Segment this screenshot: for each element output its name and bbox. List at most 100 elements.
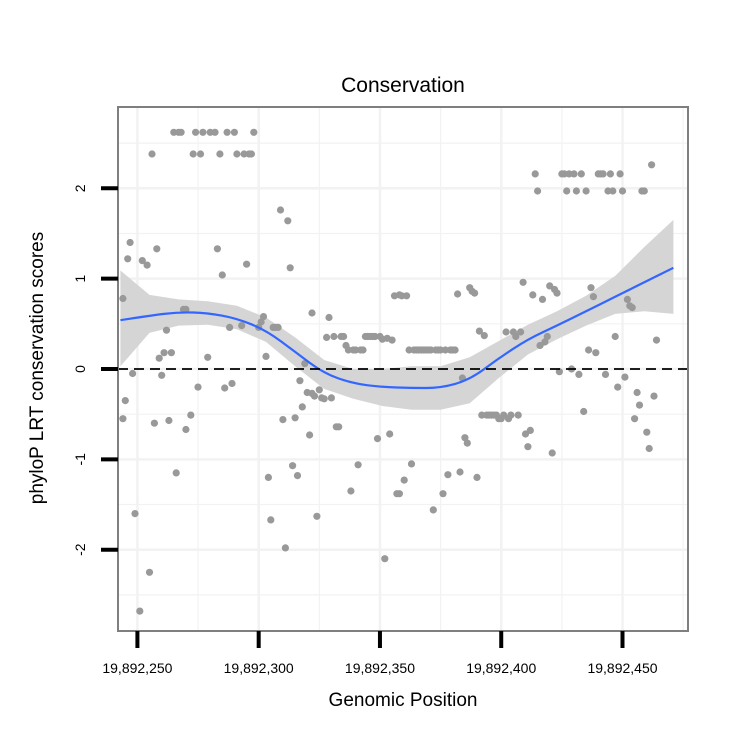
data-point [407,460,416,468]
data-point [310,392,319,400]
data-point [291,414,299,422]
data-point [621,373,629,381]
data-point [226,323,234,331]
data-point [611,332,619,341]
data-point [189,150,197,158]
data-point [502,328,510,336]
data-point [517,328,525,336]
data-point [570,170,578,178]
data-point [284,217,292,225]
y-tick-label: 2 [72,184,88,192]
data-point [400,476,408,484]
data-point [373,435,382,443]
data-point [538,295,547,303]
data-point [325,313,333,322]
smooth-fit-line [120,266,674,390]
data-point [238,322,246,330]
data-point [354,461,362,469]
data-point [609,187,617,195]
data-point [119,294,127,303]
data-point [473,473,481,481]
data-point [150,419,158,427]
data-point [543,332,551,341]
data-point [315,386,323,394]
data-point [199,128,207,136]
data-point [296,377,304,385]
data-point [243,260,251,268]
data-point [228,379,236,388]
x-tick-label: 19,892,450 [587,660,657,676]
data-point [129,369,137,378]
x-tick-label: 19,892,300 [224,660,294,676]
data-point [211,128,219,136]
data-point [131,509,139,518]
data-point [480,332,488,340]
data-point [262,352,270,360]
data-point [463,439,471,447]
data-point [247,150,255,158]
data-point [233,150,241,158]
data-point [281,544,289,552]
data-point [553,289,561,297]
data-point [192,128,200,136]
y-tick-label: 0 [72,365,88,373]
data-point [218,271,226,279]
y-tick-label: -2 [72,543,88,556]
data-point [177,128,185,136]
data-point [403,292,411,300]
data-point [444,471,452,479]
data-point [381,555,389,563]
data-point [623,295,632,303]
data-point [136,607,144,615]
data-point [359,346,367,354]
data-point [264,473,272,481]
data-point [640,187,648,195]
data-point [293,472,302,480]
data-point [286,264,294,272]
data-point [145,568,154,576]
x-tick-label: 19,892,400 [466,660,536,676]
data-point [162,326,171,334]
data-point [643,428,651,436]
smooth-line-layer [120,266,674,390]
data-point [524,443,532,451]
data-point [182,305,190,313]
data-point [633,388,641,397]
data-point [555,368,564,376]
data-point [519,278,527,286]
data-point [529,291,537,299]
data-point [187,411,195,419]
data-point [618,187,627,195]
data-point [534,187,542,195]
data-point [267,516,275,524]
x-tick-label: 19,892,250 [102,660,172,676]
data-point [635,401,644,409]
data-point [652,336,661,344]
x-tick-label: 19,892,350 [345,660,415,676]
data-point [143,261,151,269]
data-point [330,332,338,341]
data-point [230,128,238,136]
data-point [204,353,212,361]
data-point [512,332,520,341]
data-point [160,349,168,357]
data-point [456,468,464,476]
data-point [121,397,129,405]
data-point [165,416,173,425]
data-point [119,415,127,423]
data-point [548,449,556,457]
data-point [541,338,549,346]
data-point [124,255,132,263]
data-point [514,411,522,419]
data-point [340,332,348,341]
data-point [308,309,316,317]
data-point [648,161,656,169]
data-point [587,284,595,292]
data-point [628,304,636,312]
data-point [335,423,343,431]
data-point [306,431,314,439]
points-layer [119,128,661,615]
data-point [563,187,571,195]
data-point [194,383,202,391]
